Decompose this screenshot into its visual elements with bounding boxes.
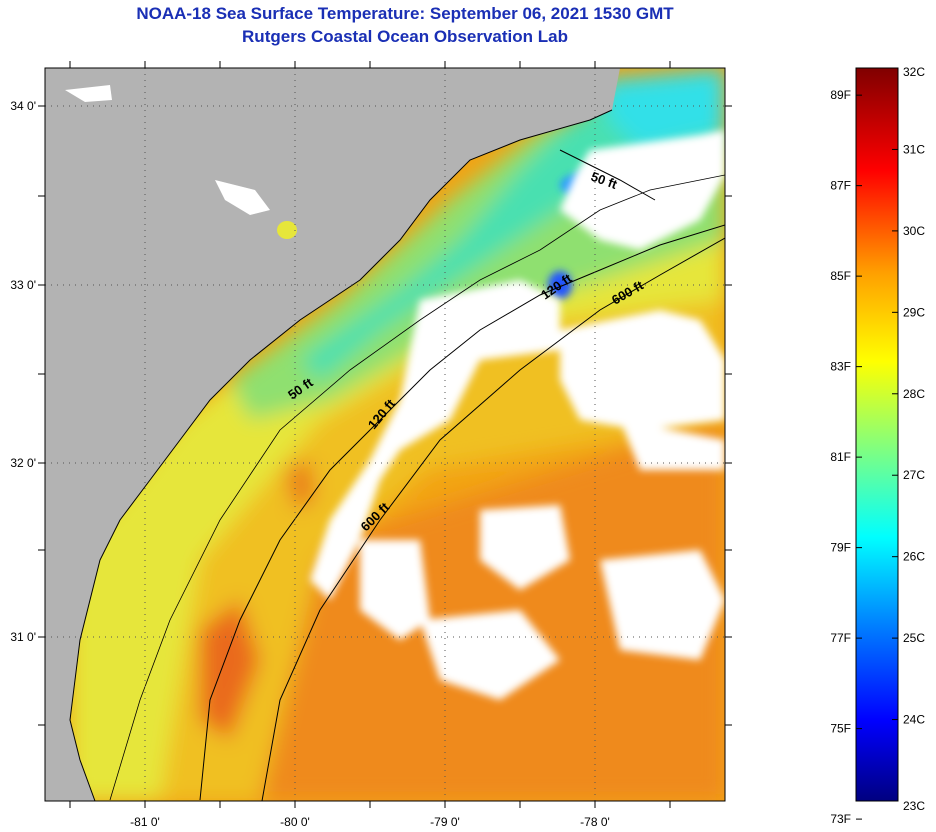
title-line-1: NOAA-18 Sea Surface Temperature: Septemb… [136, 4, 674, 23]
contour-50ft [109, 174, 725, 801]
land-mass [45, 68, 620, 801]
inland-lake-2 [277, 221, 297, 239]
colorbar-celsius-label: 32C [903, 65, 925, 79]
contour-120ft [199, 224, 725, 801]
axis-ticks [38, 61, 732, 808]
lon-label-80: -80 0' [280, 815, 310, 829]
colorbar-fahrenheit-label: 77F [830, 631, 851, 645]
colorbar-celsius-label: 30C [903, 224, 925, 238]
colorbar-fahrenheit-label: 87F [830, 179, 851, 193]
colorbar-celsius-label: 23C [903, 799, 925, 813]
lon-label-78: -78 0' [580, 815, 610, 829]
cloud-cover [310, 130, 725, 700]
colorbar-celsius-label: 24C [903, 713, 925, 727]
lat-label-33: 33 0' [10, 278, 36, 292]
lat-label-31: 31 0' [10, 630, 36, 644]
colorbar-fahrenheit-label: 83F [830, 360, 851, 374]
graticule [45, 68, 725, 801]
colorbar-celsius-label: 28C [903, 387, 925, 401]
inland-patch [65, 85, 112, 102]
contour-50ft-north [559, 149, 656, 201]
contour-600ft [261, 237, 725, 801]
lon-label-79: -79 0' [430, 815, 460, 829]
colorbar-fahrenheit-label: 79F [830, 541, 851, 555]
map-frame [44, 67, 726, 802]
title-line-2: Rutgers Coastal Ocean Observation Lab [242, 27, 568, 46]
lat-label-32: 32 0' [10, 456, 36, 470]
colorbar-celsius-label: 25C [903, 631, 925, 645]
colorbar-celsius-label: 31C [903, 142, 925, 156]
lon-label-81: -81 0' [130, 815, 160, 829]
colorbar-fahrenheit-label: 85F [830, 269, 851, 283]
colorbar-celsius-label: 27C [903, 468, 925, 482]
coastline [69, 109, 613, 801]
colorbar-fahrenheit-label: 75F [830, 722, 851, 736]
colorbar-fahrenheit-label: 89F [830, 88, 851, 102]
inland-lake [215, 180, 270, 215]
colorbar-gradient [855, 67, 899, 802]
colorbar-ticks [856, 67, 898, 820]
colorbar-celsius-label: 26C [903, 550, 925, 564]
colorbar-fahrenheit-label: 81F [830, 450, 851, 464]
lat-label-34: 34 0' [10, 99, 36, 113]
colorbar-fahrenheit-label: 73F [830, 812, 851, 826]
colorbar-celsius-label: 29C [903, 305, 925, 319]
